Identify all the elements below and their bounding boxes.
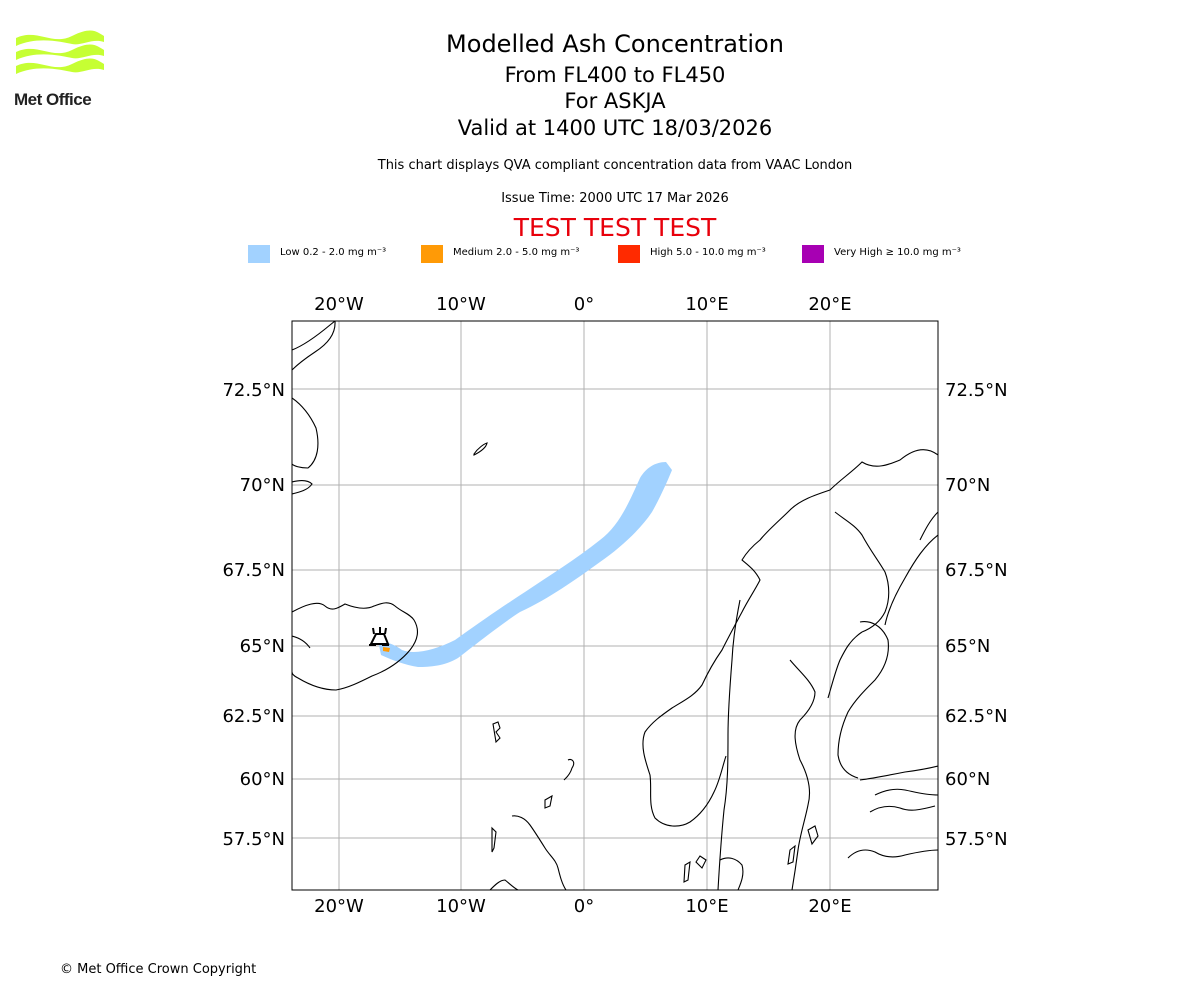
lat-tick-left: 72.5°N: [222, 380, 285, 401]
lon-tick-bottom: 0°: [574, 896, 594, 917]
volcano-marker-icon: [369, 627, 390, 646]
logo-text: Met Office: [14, 90, 92, 109]
lon-tick-bottom: 20°E: [808, 896, 851, 917]
lon-tick-top: 10°E: [685, 294, 728, 315]
test-banner: TEST TEST TEST: [513, 213, 717, 242]
legend-swatch-high: [618, 245, 640, 263]
valid-time: Valid at 1400 UTC 18/03/2026: [457, 116, 773, 140]
lat-tick-right: 57.5°N: [945, 829, 1008, 850]
lat-tick-right: 67.5°N: [945, 560, 1008, 581]
lon-tick-bottom: 10°E: [685, 896, 728, 917]
met-office-waves-icon: [16, 30, 104, 74]
lat-tick-right: 70°N: [945, 475, 990, 496]
ash-plume-medium: [383, 647, 390, 652]
gridlines: [292, 321, 938, 890]
lat-tick-right: 72.5°N: [945, 380, 1008, 401]
legend-label-very-high: Very High ≥ 10.0 mg m⁻³: [834, 247, 961, 258]
lat-tick-left: 70°N: [240, 475, 285, 496]
lat-tick-left: 67.5°N: [222, 560, 285, 581]
lon-tick-top: 0°: [574, 294, 594, 315]
met-office-logo: Met Office: [12, 28, 112, 109]
chart-title: Modelled Ash Concentration: [446, 30, 784, 58]
legend-label-high: High 5.0 - 10.0 mg m⁻³: [650, 247, 766, 258]
lat-tick-left: 60°N: [240, 769, 285, 790]
legend-label-low: Low 0.2 - 2.0 mg m⁻³: [280, 247, 387, 258]
lon-tick-top: 20°W: [314, 294, 364, 315]
legend-swatch-medium: [421, 245, 443, 263]
lat-tick-left: 65°N: [240, 636, 285, 657]
lon-tick-bottom: 10°W: [436, 896, 486, 917]
lon-tick-top: 20°E: [808, 294, 851, 315]
ash-plume-low: [378, 462, 672, 667]
lon-tick-bottom: 20°W: [314, 896, 364, 917]
lat-tick-right: 60°N: [945, 769, 990, 790]
lat-tick-left: 57.5°N: [222, 829, 285, 850]
lat-tick-left: 62.5°N: [222, 706, 285, 727]
lon-tick-top: 10°W: [436, 294, 486, 315]
legend-swatch-low: [248, 245, 270, 263]
legend-swatch-very-high: [802, 245, 824, 263]
copyright: © Met Office Crown Copyright: [60, 962, 257, 977]
flight-levels: From FL400 to FL450: [504, 63, 726, 87]
lat-tick-right: 65°N: [945, 636, 990, 657]
map-frame: [291, 320, 939, 891]
volcano-name: For ASKJA: [564, 89, 666, 113]
coastlines: [292, 321, 938, 890]
issue-time: Issue Time: 2000 UTC 17 Mar 2026: [501, 191, 729, 206]
legend-label-medium: Medium 2.0 - 5.0 mg m⁻³: [453, 247, 580, 258]
lat-tick-right: 62.5°N: [945, 706, 1008, 727]
chart-description: This chart displays QVA compliant concen…: [377, 158, 853, 173]
